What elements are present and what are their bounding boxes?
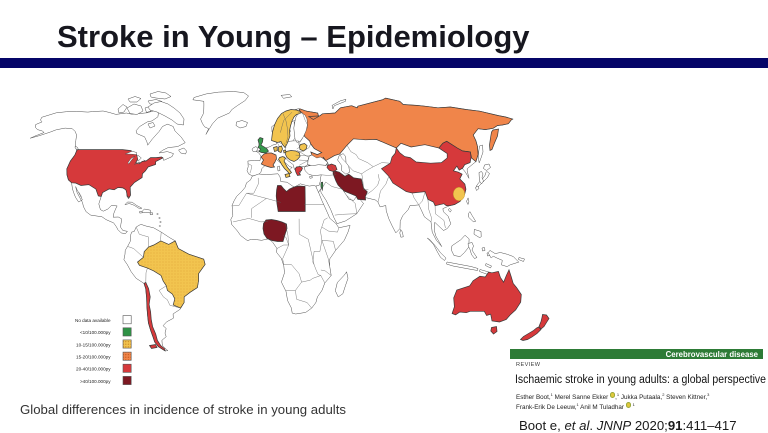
svg-text:No data available: No data available [75, 318, 111, 323]
svg-text:<10/100.000py: <10/100.000py [80, 330, 111, 335]
svg-text:15-20/100.000py: 15-20/100.000py [76, 354, 111, 359]
svg-text:10-15/100.000py: 10-15/100.000py [76, 342, 111, 347]
svg-text:>40/100.000py: >40/100.000py [80, 379, 111, 384]
svg-text:20-40/100.000py: 20-40/100.000py [76, 367, 111, 372]
